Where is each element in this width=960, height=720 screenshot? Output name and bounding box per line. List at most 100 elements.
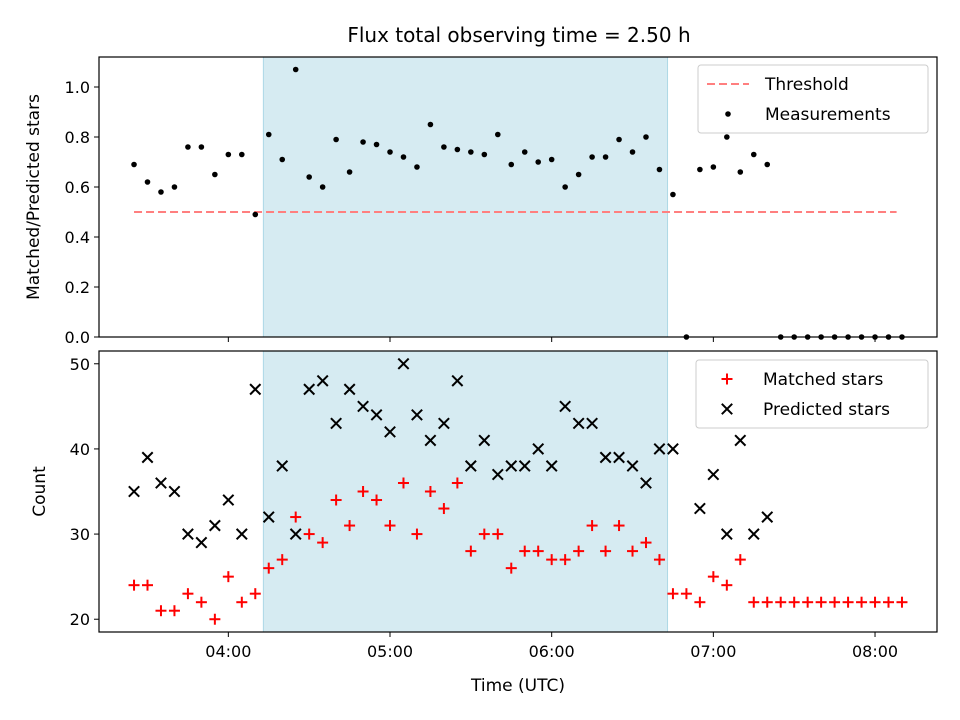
- x-tick-label: 08:00: [852, 642, 898, 661]
- predicted-point: [613, 451, 625, 464]
- cross-stroke: [451, 374, 464, 387]
- cross-stroke: [276, 460, 289, 472]
- measurement-point: [468, 149, 474, 155]
- cross-stroke: [168, 485, 181, 498]
- cross-stroke: [640, 477, 652, 489]
- predicted-point: [384, 425, 396, 438]
- top-legend-box: [697, 64, 929, 134]
- matched-point: [371, 494, 383, 506]
- cross-stroke: [761, 511, 774, 523]
- matched-point: [707, 571, 719, 583]
- matched-point: [195, 596, 207, 608]
- measurement-point: [710, 164, 717, 170]
- predicted-point: [693, 502, 706, 515]
- cross-stroke: [720, 528, 733, 540]
- predicted-point: [182, 528, 194, 540]
- predicted-point: [235, 528, 248, 540]
- measurement-point: [252, 211, 259, 218]
- y-tick-label: 40: [70, 440, 90, 459]
- bottom-y-ticks: 20 30 40 50: [70, 355, 99, 629]
- y-tick-label: 0.8: [65, 128, 90, 147]
- predicted-point: [397, 357, 410, 370]
- cross-stroke: [721, 403, 733, 415]
- cross-stroke: [491, 468, 504, 481]
- legend-predicted-swatch: [721, 403, 733, 415]
- matched-point: [627, 545, 639, 557]
- matched-point: [128, 579, 140, 591]
- bottom-panel: 20 30 40 50 04:00 05:00 06:00 07:00 08:00 Count…: [30, 350, 938, 696]
- measurement-point: [494, 131, 501, 138]
- measurement-point: [239, 151, 245, 158]
- matched-point: [236, 596, 248, 608]
- matched-point: [559, 554, 571, 566]
- predicted-point: [707, 468, 720, 481]
- count-points: [128, 357, 908, 625]
- measurement-point: [535, 159, 542, 165]
- matched-point: [465, 545, 477, 557]
- matched-point: [680, 588, 692, 600]
- cross-stroke: [330, 417, 343, 430]
- measurement-point: [171, 184, 178, 190]
- cross-stroke: [303, 383, 316, 396]
- measurement-point: [279, 156, 286, 163]
- cross-stroke: [195, 536, 208, 549]
- cross-stroke: [586, 417, 599, 430]
- measurement-point: [616, 136, 622, 143]
- cross-stroke: [208, 519, 221, 532]
- predicted-point: [168, 485, 181, 498]
- cross-stroke: [141, 451, 154, 464]
- measurement-point: [360, 139, 366, 145]
- measurement-point: [306, 174, 312, 180]
- measurement-point: [319, 184, 326, 190]
- matched-point: [613, 520, 625, 532]
- predicted-point: [464, 460, 477, 472]
- measurement-point: [737, 169, 744, 175]
- legend-matched-swatch: [721, 373, 733, 385]
- matched-point: [761, 596, 773, 608]
- predicted-point: [289, 528, 302, 540]
- predicted-point: [586, 417, 599, 430]
- predicted-point: [734, 434, 747, 447]
- matched-point: [330, 494, 342, 506]
- measurement-point: [400, 154, 407, 160]
- predicted-point: [626, 460, 639, 472]
- matched-point: [155, 605, 167, 617]
- cross-stroke: [478, 434, 491, 447]
- top-x-ticks: [227, 337, 876, 342]
- matched-point: [856, 596, 868, 608]
- matched-point: [384, 520, 396, 532]
- predicted-point: [141, 451, 154, 464]
- y-tick-label: 0.6: [65, 178, 90, 197]
- legend-threshold-label: Threshold: [764, 75, 849, 95]
- predicted-point: [437, 417, 450, 430]
- bottom-legend: Matched stars Predicted stars: [695, 359, 929, 429]
- predicted-point: [505, 460, 518, 472]
- cross-stroke: [734, 434, 747, 447]
- measurement-point: [158, 189, 164, 195]
- measurement-point: [387, 149, 393, 155]
- matched-point: [532, 545, 544, 557]
- matched-point: [896, 596, 908, 608]
- legend-matched-label: Matched stars: [763, 370, 883, 390]
- predicted-point: [155, 477, 167, 489]
- cross-stroke: [545, 460, 558, 472]
- matched-point: [411, 528, 423, 540]
- cross-stroke: [222, 494, 235, 506]
- measurement-point: [602, 154, 609, 160]
- x-axis-label: Time (UTC): [470, 676, 565, 696]
- matched-point: [222, 571, 234, 583]
- predicted-point: [424, 434, 437, 447]
- measurement-point: [521, 149, 528, 155]
- bottom-x-ticks: 04:00 05:00 06:00 07:00 08:00: [205, 632, 898, 661]
- predicted-point: [720, 528, 733, 540]
- cross-stroke: [693, 502, 706, 515]
- predicted-point: [222, 494, 235, 506]
- predicted-point: [316, 374, 329, 387]
- measurement-point: [373, 141, 380, 148]
- cross-stroke: [626, 460, 639, 472]
- measurement-point: [656, 166, 663, 173]
- predicted-point: [667, 443, 679, 455]
- cross-stroke: [559, 400, 572, 413]
- matched-point: [317, 537, 329, 549]
- matched-point: [303, 528, 315, 540]
